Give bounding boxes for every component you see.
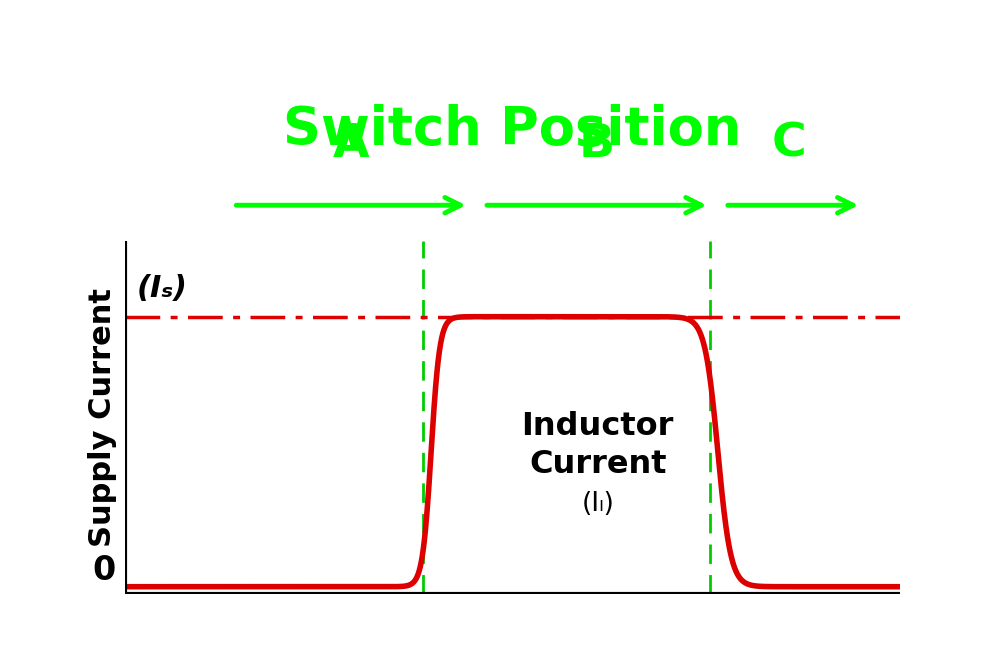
Text: 0: 0 bbox=[92, 554, 116, 587]
Text: B: B bbox=[579, 122, 615, 167]
Text: Switch Position: Switch Position bbox=[283, 104, 742, 156]
Y-axis label: Supply Current: Supply Current bbox=[88, 287, 117, 546]
Text: Inductor
Current: Inductor Current bbox=[522, 411, 674, 480]
Text: C: C bbox=[772, 122, 807, 167]
Text: (Iₛ): (Iₛ) bbox=[137, 274, 188, 303]
Text: (Iₗ): (Iₗ) bbox=[581, 492, 614, 518]
Text: A: A bbox=[333, 122, 369, 167]
